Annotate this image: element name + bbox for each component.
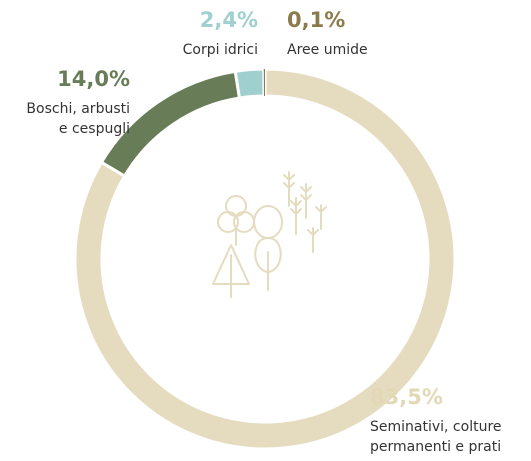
value-label: 14,0% [57,67,130,91]
donut-segment [73,67,457,451]
value-label: 83,5% [370,385,443,409]
value-label: 2,4% [199,8,258,32]
donut-segment [263,69,265,97]
donut-segment [233,67,266,100]
category-label: Aree umide [287,42,368,58]
landscape-icon [212,171,327,298]
value-label: 0,1% [287,8,346,32]
category-label: Corpi idrici [182,42,258,58]
category-label: Boschi, arbusti e cespugli [26,101,130,137]
category-label: Seminativi, colture permanenti e prati [370,419,502,455]
